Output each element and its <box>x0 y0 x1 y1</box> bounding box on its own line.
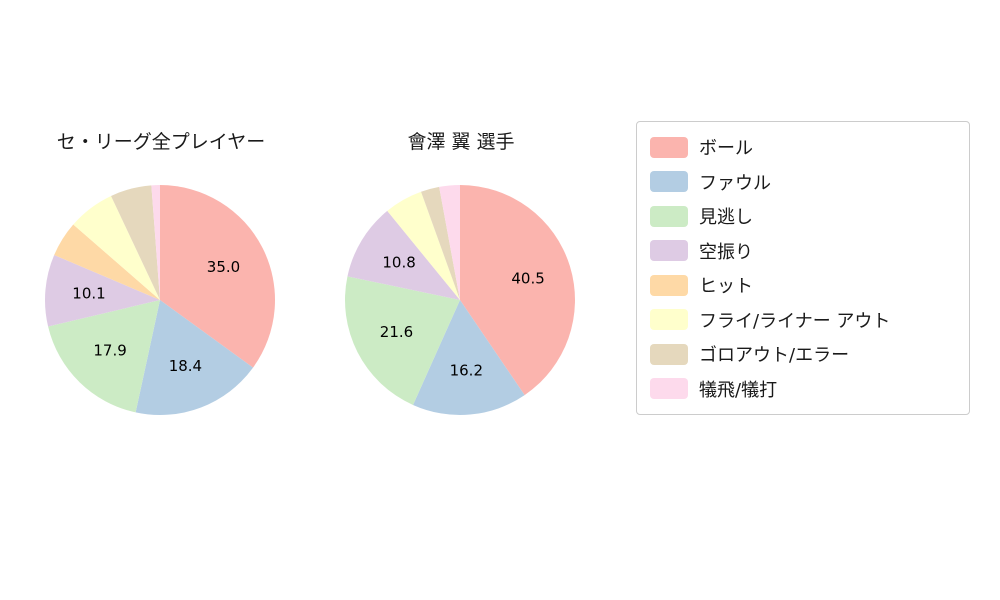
legend-label: フライ/ライナー アウト <box>699 310 891 332</box>
pie-slice-3 <box>347 210 460 300</box>
pie-slice-0 <box>460 185 575 396</box>
legend-swatch <box>650 205 688 227</box>
pie-slice-6 <box>111 185 160 300</box>
pie-slice-7 <box>439 185 460 300</box>
pie-slice-5 <box>387 191 460 300</box>
chart-title-player: 會澤 翼 選手 <box>407 131 515 153</box>
legend-item-2: 見逃し <box>650 203 956 229</box>
legend-swatch <box>650 240 688 262</box>
legend-label: 見逃し <box>699 207 753 229</box>
pie-chart-player: 40.5 16.2 21.6 10.8 <box>344 185 575 415</box>
legend-label: ファウル <box>699 172 771 194</box>
legend-item-5: フライ/ライナー アウト <box>650 307 956 333</box>
legend-swatch <box>650 309 688 331</box>
legend-label: 犠飛/犠打 <box>699 379 778 401</box>
legend-item-1: ファウル <box>650 169 956 195</box>
chart-title-league: セ・リーグ全プレイヤー <box>56 131 266 153</box>
legend: ボールファウル見逃し空振りヒットフライ/ライナー アウト ゴロアウト/エラー 犠飛/… <box>636 121 970 415</box>
slice-value-label: 10.8 <box>382 253 415 271</box>
legend-item-6: ゴロアウト/エラー <box>650 341 956 367</box>
pie-slice-6 <box>421 186 460 300</box>
slice-value-label: 21.6 <box>380 323 413 341</box>
legend-label: ゴロアウト/エラー <box>699 345 850 367</box>
pie-slice-1 <box>135 300 254 416</box>
pie-slice-4 <box>54 224 160 300</box>
legend-swatch <box>650 378 688 400</box>
legend-item-0: ボール <box>650 134 956 160</box>
pie-slice-7 <box>151 185 160 300</box>
pie-slice-2 <box>48 300 161 413</box>
legend-label: ボール <box>699 138 753 159</box>
legend-label: 空振り <box>699 241 753 263</box>
legend-swatch <box>650 343 688 365</box>
pie-slice-0 <box>160 185 276 368</box>
pie-slice-5 <box>73 195 160 300</box>
slice-value-label: 35.0 <box>207 258 240 276</box>
slice-value-label: 18.4 <box>169 357 202 375</box>
slice-value-label: 16.2 <box>450 362 483 380</box>
legend-swatch <box>650 274 688 296</box>
slice-value-label: 40.5 <box>511 270 544 288</box>
pie-slice-2 <box>344 276 460 405</box>
legend-swatch <box>650 171 688 193</box>
legend-item-3: 空振り <box>650 238 956 264</box>
slice-value-label: 10.1 <box>72 285 105 303</box>
pie-chart-league: 35.0 18.4 17.9 10.1 <box>44 185 276 416</box>
pie-slice-3 <box>44 254 161 327</box>
legend-label: ヒット <box>699 276 753 298</box>
legend-item-7: 犠飛/犠打 <box>650 376 956 402</box>
pie-slice-1 <box>413 300 525 415</box>
legend-item-4: ヒット <box>650 272 956 298</box>
legend-swatch <box>650 136 688 158</box>
slice-value-label: 17.9 <box>93 341 126 359</box>
